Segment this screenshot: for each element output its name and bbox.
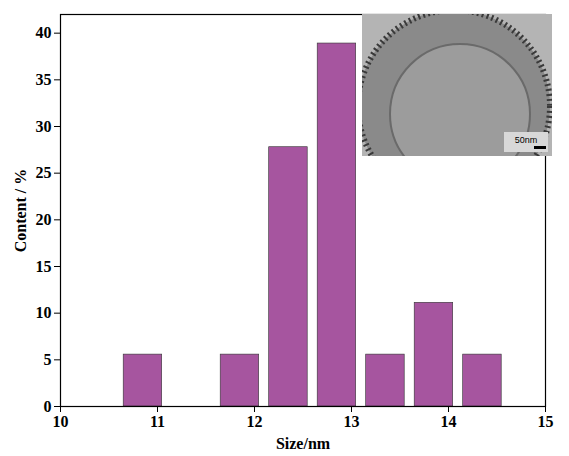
svg-text:0: 0 <box>44 398 52 415</box>
svg-text:14: 14 <box>441 413 457 430</box>
svg-text:30: 30 <box>36 118 52 135</box>
svg-text:12: 12 <box>247 413 263 430</box>
svg-text:Size/nm: Size/nm <box>276 435 331 452</box>
svg-text:50nm: 50nm <box>515 135 538 145</box>
svg-text:15: 15 <box>36 258 52 275</box>
svg-text:35: 35 <box>36 71 52 88</box>
svg-text:Content / %: Content / % <box>12 169 29 253</box>
svg-text:5: 5 <box>44 351 52 368</box>
svg-text:13: 13 <box>344 413 360 430</box>
svg-text:25: 25 <box>36 164 52 181</box>
svg-text:10: 10 <box>36 304 52 321</box>
svg-text:40: 40 <box>36 24 52 41</box>
svg-text:11: 11 <box>150 413 165 430</box>
svg-text:10: 10 <box>53 413 69 430</box>
svg-text:15: 15 <box>538 413 554 430</box>
svg-text:20: 20 <box>36 211 52 228</box>
